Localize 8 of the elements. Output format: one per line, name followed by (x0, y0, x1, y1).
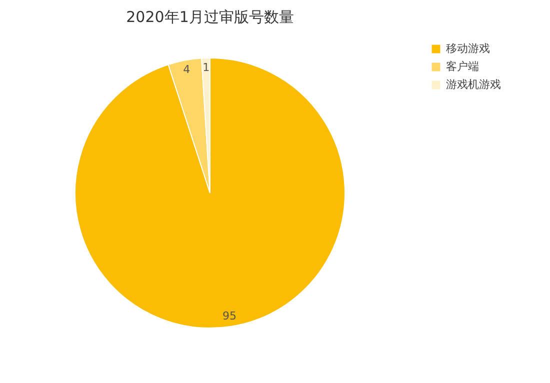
chart-title: 2020年1月过审版号数量 (126, 8, 294, 26)
pie-slice (74, 58, 346, 328)
data-label: 95 (222, 309, 237, 322)
legend-label: 移动游戏 (446, 42, 490, 55)
data-label: 4 (183, 63, 190, 76)
legend-label: 游戏机游戏 (446, 78, 501, 91)
data-label: 1 (202, 61, 210, 74)
legend-label: 客户端 (446, 60, 479, 73)
